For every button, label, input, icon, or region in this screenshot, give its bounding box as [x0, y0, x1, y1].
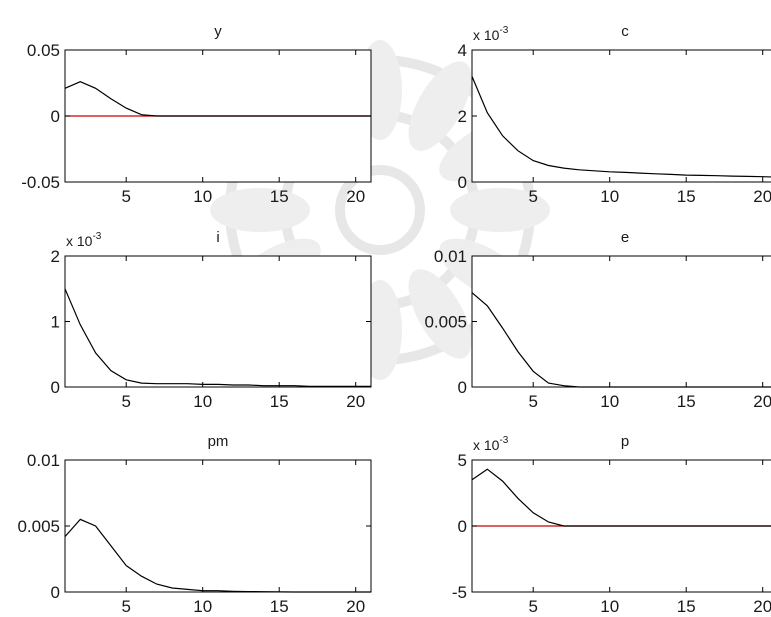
x-tick-label: 5 — [528, 597, 537, 616]
y-tick-label: -5 — [452, 583, 467, 602]
subplot-p: 5 10 15 20 -5 0 5 p x 10-3 — [452, 433, 771, 616]
x-tick-label: 15 — [677, 392, 696, 411]
y-tick-label: 0.01 — [434, 247, 467, 266]
plot-area — [472, 50, 771, 182]
y-tick-label: 0 — [458, 173, 467, 192]
y-tick-label: 0.05 — [27, 41, 60, 60]
x-tick-label: 15 — [677, 187, 696, 206]
watermark-petal — [408, 269, 472, 359]
series-line-y — [64, 81, 371, 117]
subplot-title: p — [621, 433, 629, 450]
x-tick-label: 20 — [753, 392, 771, 411]
exponent-power: -3 — [499, 25, 508, 36]
subplot-title: i — [216, 229, 219, 246]
x-tick-label: 5 — [528, 392, 537, 411]
x-tick-label: 10 — [600, 392, 619, 411]
subplot-c: 5 10 15 20 0 2 4 c x 10-3 — [458, 23, 771, 206]
series-line-c — [471, 76, 771, 178]
x-tick-label: 15 — [270, 392, 289, 411]
x-tick-label: 10 — [193, 187, 212, 206]
x-tick-label: 5 — [121, 392, 130, 411]
y-tick-label: 0 — [51, 107, 60, 126]
x-tick-label: 20 — [346, 597, 365, 616]
y-tick-label: 0 — [458, 517, 467, 536]
x-tick-label: 15 — [270, 597, 289, 616]
plot-area — [65, 256, 371, 387]
plot-area — [65, 460, 371, 592]
x-tick-label: 10 — [600, 187, 619, 206]
x-tick-label: 5 — [121, 597, 130, 616]
y-tick-label: 0 — [51, 378, 60, 397]
x-tick-label: 10 — [193, 597, 212, 616]
x-tick-label: 5 — [528, 187, 537, 206]
x-tick-label: 15 — [677, 597, 696, 616]
exponent-label: x 10-3 — [473, 435, 509, 453]
y-tick-label: 4 — [458, 41, 467, 60]
plot-area — [472, 256, 771, 387]
y-tick-label: 1 — [51, 313, 60, 332]
y-tick-label: 5 — [458, 451, 467, 470]
watermark-petal — [450, 188, 550, 232]
y-tick-label: 0 — [458, 378, 467, 397]
x-tick-label: 20 — [753, 597, 771, 616]
subplot-y: 5 10 15 20 -0.05 0 0.05 y — [21, 23, 372, 206]
exponent-label: x 10-3 — [473, 25, 509, 43]
exponent-label: x 10-3 — [66, 231, 102, 249]
watermark-petal — [210, 188, 310, 232]
exponent-power: -3 — [92, 231, 101, 242]
subplot-e: 5 10 15 20 0 0.005 0.01 e — [424, 229, 771, 411]
subplot-title: e — [621, 229, 629, 246]
series-line-i — [64, 288, 371, 387]
y-tick-label: 0.01 — [27, 451, 60, 470]
y-tick-label: 0.005 — [17, 517, 60, 536]
exponent-power: -3 — [499, 435, 508, 446]
y-tick-label: 2 — [51, 247, 60, 266]
x-tick-label: 10 — [193, 392, 212, 411]
subplot-title: pm — [208, 433, 229, 450]
subplot-pm: 5 10 15 20 0 0.005 0.01 pm — [17, 433, 372, 616]
y-tick-label: 0 — [51, 583, 60, 602]
x-tick-label: 20 — [753, 187, 771, 206]
y-tick-label: -0.05 — [21, 173, 60, 192]
series-line-p — [471, 468, 771, 527]
x-tick-label: 20 — [346, 187, 365, 206]
x-tick-label: 5 — [121, 187, 130, 206]
watermark-petal — [408, 61, 472, 151]
x-tick-label: 15 — [270, 187, 289, 206]
x-tick-label: 10 — [600, 597, 619, 616]
y-tick-label: 0.005 — [424, 313, 467, 332]
subplot-title: y — [214, 23, 222, 40]
y-tick-label: 2 — [458, 107, 467, 126]
subplot-i: 5 10 15 20 0 1 2 i x 10-3 — [51, 229, 372, 411]
subplot-title: c — [621, 23, 629, 40]
x-tick-label: 20 — [346, 392, 365, 411]
